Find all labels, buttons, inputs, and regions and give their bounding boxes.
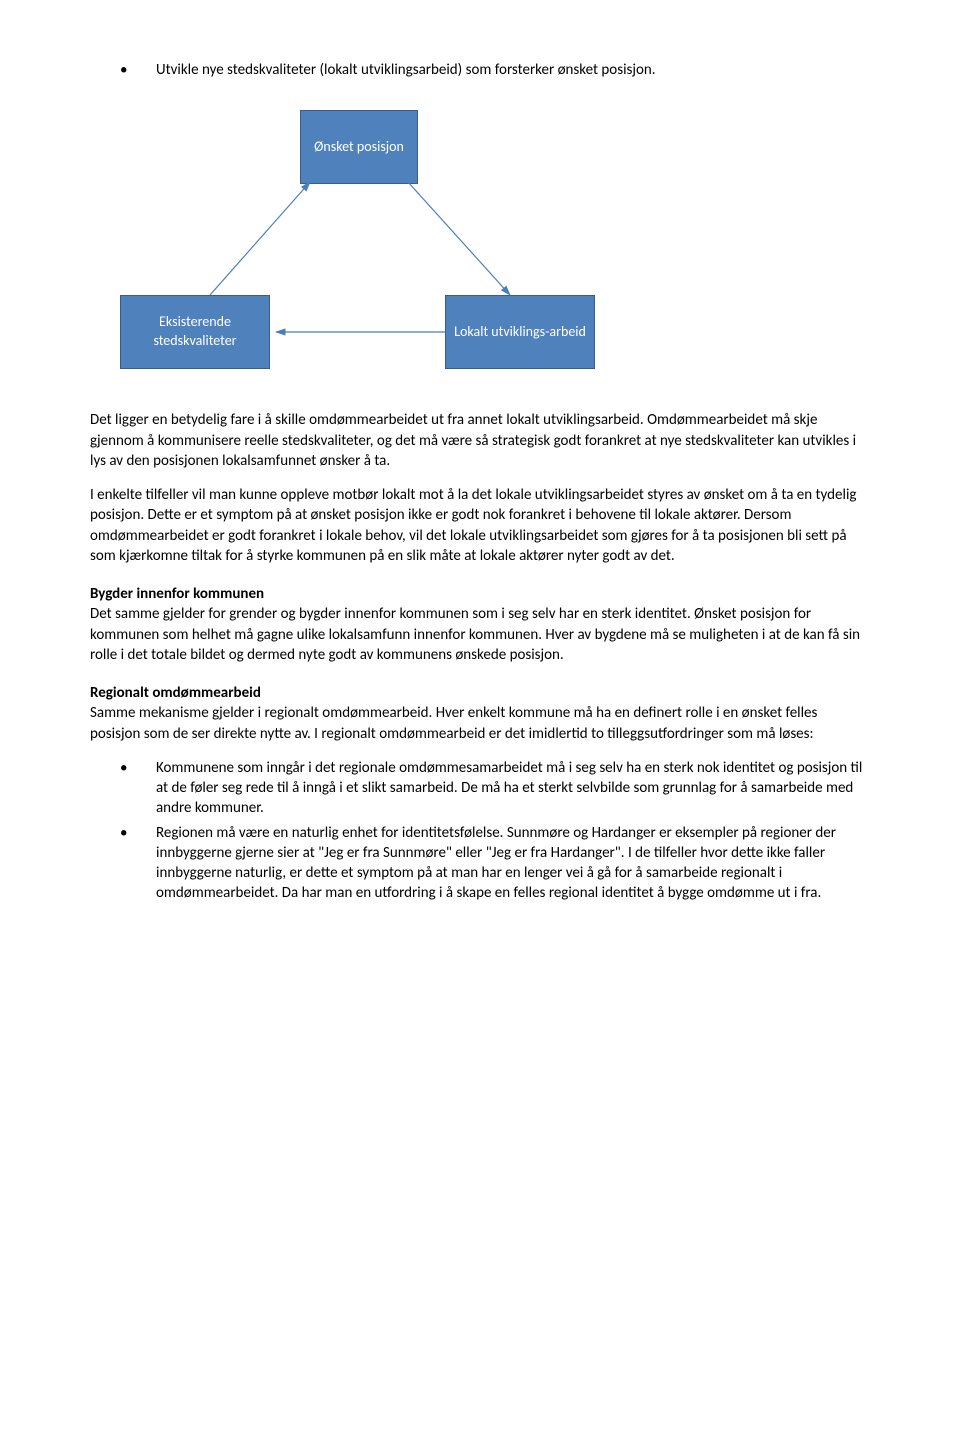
edge-top-right <box>408 182 510 295</box>
top-bullet-row: • Utvikle nye stedskvaliteter (lokalt ut… <box>90 60 870 80</box>
bullet-mark: • <box>90 823 156 904</box>
bullet-text: Utvikle nye stedskvaliteter (lokalt utvi… <box>156 60 870 80</box>
sub-bullet-row: • Regionen må være en naturlig enhet for… <box>90 823 870 904</box>
paragraph-2: I enkelte tilfeller vil man kunne opplev… <box>90 485 870 566</box>
diagram-node-right: Lokalt utviklings-arbeid <box>445 295 595 369</box>
diagram-node-left: Eksisterende stedskvaliteter <box>120 295 270 369</box>
paragraph-1: Det ligger en betydelig fare i å skille … <box>90 410 870 471</box>
sub-bullet-text: Regionen må være en naturlig enhet for i… <box>156 823 870 904</box>
diagram-node-top: Ønsket posisjon <box>300 110 418 184</box>
edge-left-top <box>210 182 310 295</box>
sub-bullet-text: Kommunene som inngår i det regionale omd… <box>156 758 870 819</box>
heading-bygder: Bygder innenfor kommunen <box>90 584 870 604</box>
sub-bullet-list: • Kommunene som inngår i det regionale o… <box>90 758 870 904</box>
bullet-mark: • <box>90 758 156 819</box>
paragraph-3: Det samme gjelder for grender og bygder … <box>90 604 870 665</box>
paragraph-4: Samme mekanisme gjelder i regionalt omdø… <box>90 703 870 744</box>
heading-regionalt: Regionalt omdømmearbeid <box>90 683 870 703</box>
sub-bullet-row: • Kommunene som inngår i det regionale o… <box>90 758 870 819</box>
triangle-diagram: Ønsket posisjon Eksisterende stedskvalit… <box>110 110 630 380</box>
bullet-mark: • <box>90 60 156 80</box>
